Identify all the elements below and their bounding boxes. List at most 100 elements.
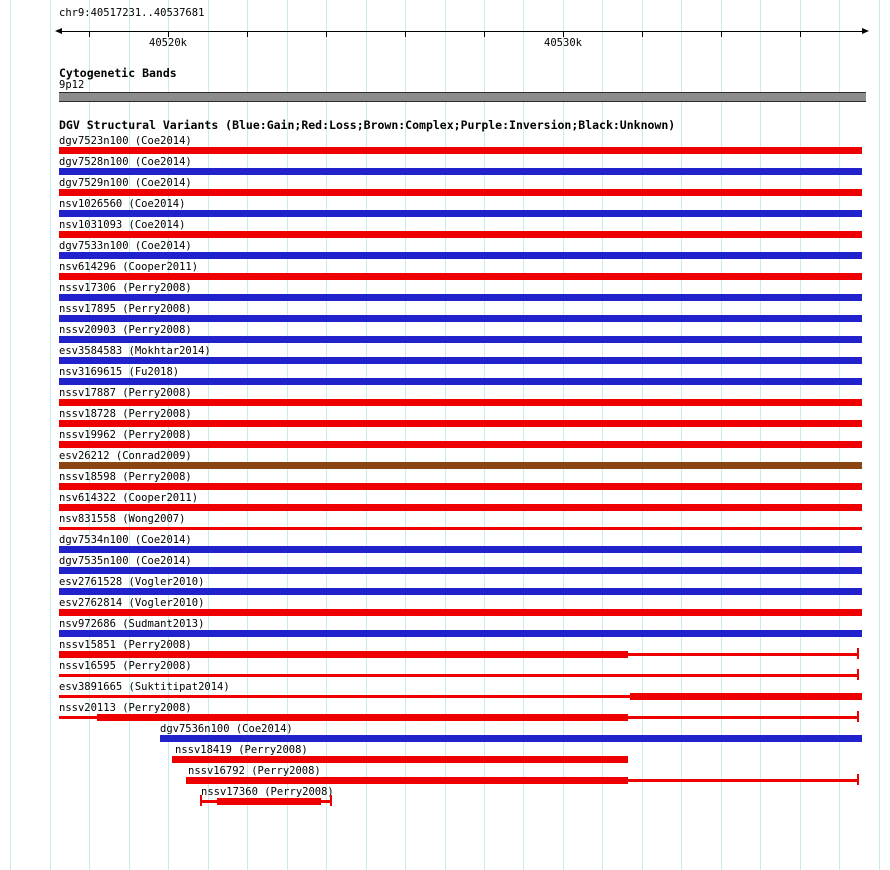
variant-thick-segment[interactable] xyxy=(160,735,862,742)
variant-tick-segment[interactable] xyxy=(857,669,859,680)
ruler-tick xyxy=(563,32,564,37)
variant-label: nssv20113 (Perry2008) xyxy=(59,702,192,714)
variant-label: nssv17895 (Perry2008) xyxy=(59,303,192,315)
gridline xyxy=(523,0,524,870)
variant-thick-segment[interactable] xyxy=(59,315,862,322)
variant-thick-segment[interactable] xyxy=(59,252,862,259)
gridline xyxy=(800,0,801,870)
gridline xyxy=(642,0,643,870)
variant-thick-segment[interactable] xyxy=(59,462,862,469)
variant-label: nsv3169615 (Fu2018) xyxy=(59,366,180,378)
variant-row: nsv831558 (Wong2007) xyxy=(0,512,890,533)
variant-row: dgv7535n100 (Coe2014) xyxy=(0,554,890,575)
variant-thick-segment[interactable] xyxy=(59,399,862,406)
variant-row: nsv614296 (Cooper2011) xyxy=(0,260,890,281)
variant-row: dgv7523n100 (Coe2014) xyxy=(0,134,890,155)
variant-label: nsv1031093 (Coe2014) xyxy=(59,219,186,231)
variant-row: nssv19962 (Perry2008) xyxy=(0,428,890,449)
variant-thick-segment[interactable] xyxy=(59,588,862,595)
gridline xyxy=(129,0,130,870)
variant-row: nssv18728 (Perry2008) xyxy=(0,407,890,428)
ruler-tick xyxy=(642,32,643,37)
variant-thick-segment[interactable] xyxy=(59,651,628,658)
variant-thick-segment[interactable] xyxy=(97,714,628,721)
variant-thick-segment[interactable] xyxy=(59,378,862,385)
ruler-right-arrow-icon xyxy=(862,28,869,34)
variant-row: nssv17360 (Perry2008) xyxy=(0,785,890,806)
variant-thin-segment[interactable] xyxy=(628,653,857,656)
variant-thin-segment[interactable] xyxy=(628,779,857,782)
variant-row: dgv7536n100 (Coe2014) xyxy=(0,722,890,743)
variant-thick-segment[interactable] xyxy=(59,630,862,637)
gridline xyxy=(405,0,406,870)
variant-thick-segment[interactable] xyxy=(630,693,862,700)
variant-thick-segment[interactable] xyxy=(59,336,862,343)
ruler-tick xyxy=(405,32,406,37)
variant-row: nsv972686 (Sudmant2013) xyxy=(0,617,890,638)
variant-row: nssv20903 (Perry2008) xyxy=(0,323,890,344)
variant-thick-segment[interactable] xyxy=(59,546,862,553)
variant-thick-segment[interactable] xyxy=(186,777,628,784)
variant-thick-segment[interactable] xyxy=(59,420,862,427)
variant-row: nssv18419 (Perry2008) xyxy=(0,743,890,764)
gridline xyxy=(287,0,288,870)
variant-thick-segment[interactable] xyxy=(59,504,862,511)
variant-row: nssv16595 (Perry2008) xyxy=(0,659,890,680)
variant-label: nssv19962 (Perry2008) xyxy=(59,429,192,441)
gridline xyxy=(602,0,603,870)
variant-thick-segment[interactable] xyxy=(59,609,862,616)
variant-thick-segment[interactable] xyxy=(59,189,862,196)
variant-thick-segment[interactable] xyxy=(172,756,628,763)
variant-tick-segment[interactable] xyxy=(857,648,859,659)
variant-thin-segment[interactable] xyxy=(59,695,630,698)
variant-thick-segment[interactable] xyxy=(59,168,862,175)
variant-thick-segment[interactable] xyxy=(59,273,862,280)
variant-thin-segment[interactable] xyxy=(59,674,857,677)
variant-label: nssv18598 (Perry2008) xyxy=(59,471,192,483)
variant-label: dgv7533n100 (Coe2014) xyxy=(59,240,192,252)
variant-row: nssv17306 (Perry2008) xyxy=(0,281,890,302)
gridline xyxy=(760,0,761,870)
ruler-tick xyxy=(89,32,90,37)
cytoband-bar[interactable] xyxy=(59,92,866,102)
variant-label: nssv18419 (Perry2008) xyxy=(175,744,308,756)
variant-thin-segment[interactable] xyxy=(59,527,862,530)
variant-tick-segment[interactable] xyxy=(857,711,859,722)
ruler-tick-label: 40520k xyxy=(149,37,187,49)
gridline xyxy=(681,0,682,870)
gridline xyxy=(247,0,248,870)
variant-label: dgv7534n100 (Coe2014) xyxy=(59,534,192,546)
variant-row: esv3891665 (Suktitipat2014) xyxy=(0,680,890,701)
variant-thick-segment[interactable] xyxy=(59,231,862,238)
cytoband-section-title: Cytogenetic Bands xyxy=(59,66,177,80)
variant-row: dgv7529n100 (Coe2014) xyxy=(0,176,890,197)
variant-thick-segment[interactable] xyxy=(59,147,862,154)
variant-row: esv2762814 (Vogler2010) xyxy=(0,596,890,617)
variant-thick-segment[interactable] xyxy=(59,441,862,448)
ruler-tick xyxy=(247,32,248,37)
variant-row: esv3584583 (Mokhtar2014) xyxy=(0,344,890,365)
variant-row: nssv16792 (Perry2008) xyxy=(0,764,890,785)
variant-label: nsv831558 (Wong2007) xyxy=(59,513,186,525)
variant-label: nsv972686 (Sudmant2013) xyxy=(59,618,205,630)
variant-tick-segment[interactable] xyxy=(330,795,332,806)
variant-label: esv2761528 (Vogler2010) xyxy=(59,576,205,588)
variant-label: dgv7529n100 (Coe2014) xyxy=(59,177,192,189)
variant-row: esv2761528 (Vogler2010) xyxy=(0,575,890,596)
variant-row: nsv1026560 (Coe2014) xyxy=(0,197,890,218)
variant-row: nsv3169615 (Fu2018) xyxy=(0,365,890,386)
gridline xyxy=(839,0,840,870)
variant-label: dgv7535n100 (Coe2014) xyxy=(59,555,192,567)
variant-thick-segment[interactable] xyxy=(59,483,862,490)
variant-row: nssv20113 (Perry2008) xyxy=(0,701,890,722)
variant-row: dgv7528n100 (Coe2014) xyxy=(0,155,890,176)
variant-thick-segment[interactable] xyxy=(59,357,862,364)
variant-thick-segment[interactable] xyxy=(59,567,862,574)
gridline xyxy=(721,0,722,870)
variant-label: nssv17306 (Perry2008) xyxy=(59,282,192,294)
variant-thick-segment[interactable] xyxy=(59,210,862,217)
variant-thick-segment[interactable] xyxy=(217,798,321,805)
variant-tick-segment[interactable] xyxy=(857,774,859,785)
variant-thick-segment[interactable] xyxy=(59,294,862,301)
